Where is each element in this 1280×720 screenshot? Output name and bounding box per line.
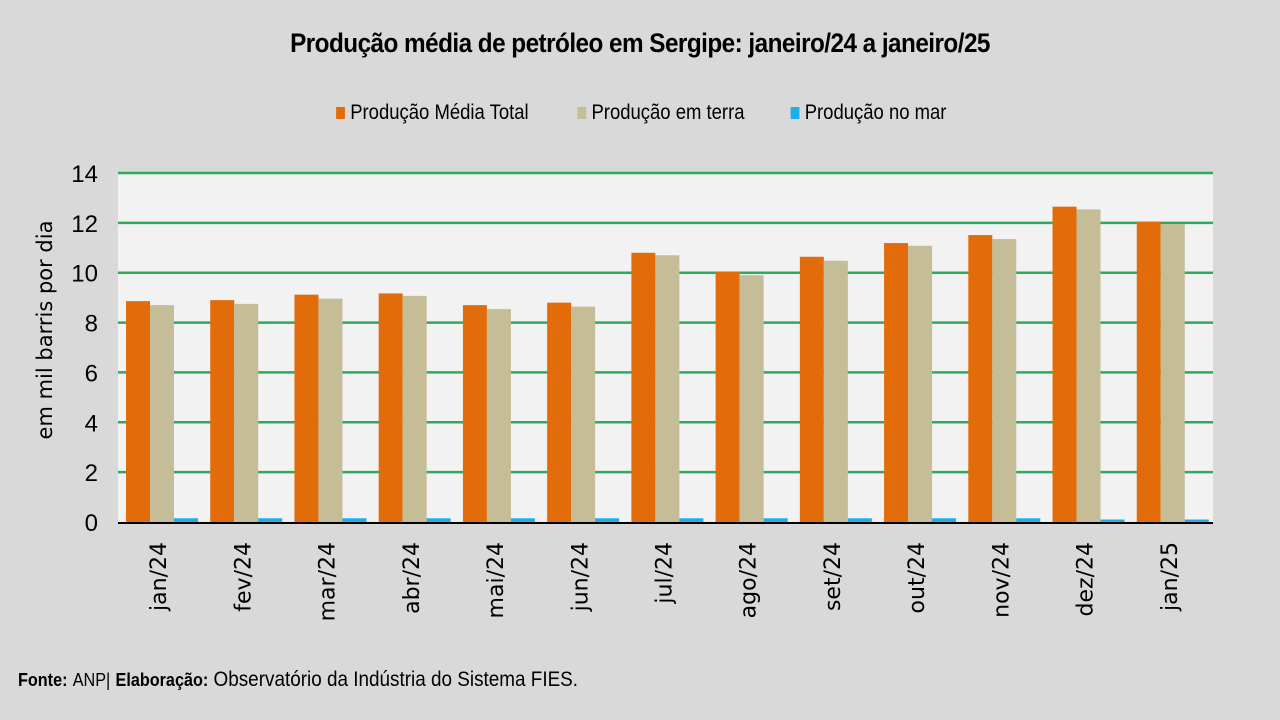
bar-mar xyxy=(258,518,283,522)
x-tick-label: jan/25 xyxy=(1158,542,1183,612)
bar-terra xyxy=(908,245,933,522)
y-tick-label: 12 xyxy=(71,211,98,238)
y-tick-label: 0 xyxy=(85,510,98,537)
bar-terra xyxy=(823,260,848,522)
legend-swatch-terra xyxy=(577,107,587,119)
bar-mar xyxy=(1184,519,1209,522)
source-value: ANP| xyxy=(72,670,111,690)
credit-label: Elaboração: xyxy=(115,670,209,690)
bar-mar xyxy=(847,518,872,522)
bar-mar xyxy=(763,518,788,522)
x-tick-label: jan/24 xyxy=(147,542,172,612)
bar-mar xyxy=(174,518,198,522)
bar-total xyxy=(210,300,235,522)
bar-mar xyxy=(932,518,957,522)
legend-label-terra: Produção em terra xyxy=(591,101,745,124)
credit-value: Observatório da Indústria do Sistema FIE… xyxy=(213,668,579,691)
x-tick-label: set/24 xyxy=(821,542,846,611)
bar-total xyxy=(715,271,740,522)
bar-total xyxy=(799,256,824,522)
bar-terra xyxy=(318,298,343,522)
bar-mar xyxy=(510,518,535,522)
legend-swatch-mar xyxy=(790,107,800,119)
y-tick-label: 4 xyxy=(85,410,98,437)
chart-title: Produção média de petróleo em Sergipe: j… xyxy=(290,28,990,58)
x-tick-label: jun/24 xyxy=(568,542,593,612)
y-tick-label: 8 xyxy=(85,311,98,338)
bars xyxy=(126,206,1209,522)
legend-label-mar: Produção no mar xyxy=(804,101,947,124)
legend-label-total: Produção Média Total xyxy=(350,101,529,124)
bar-total xyxy=(884,243,909,522)
bar-mar xyxy=(1016,518,1041,522)
bar-terra xyxy=(655,255,680,522)
y-tick-labels: 0 2 4 6 8 10 12 14 xyxy=(71,161,98,537)
y-tick-label: 2 xyxy=(85,460,98,487)
bar-terra xyxy=(150,305,174,522)
bar-total xyxy=(631,252,656,522)
footer: Fonte: ANP| Elaboração: Observatório da … xyxy=(18,668,578,692)
x-tick-labels: jan/24 fev/24 mar/24 abr/24 mai/24 jun/24 jul/… xyxy=(147,542,1183,621)
legend-item-terra: Produção em terra xyxy=(577,101,744,125)
x-tick-label: mai/24 xyxy=(484,542,509,618)
x-tick-label: out/24 xyxy=(905,542,930,613)
legend: Produção Média Total Produção em terra P… xyxy=(0,101,1280,125)
legend-swatch-total xyxy=(336,107,346,119)
source-label: Fonte: xyxy=(18,670,68,690)
bar-terra xyxy=(402,295,427,522)
bar-total xyxy=(462,305,487,522)
bar-mar xyxy=(426,518,451,522)
bar-total xyxy=(1136,221,1161,522)
x-tick-label: mar/24 xyxy=(316,542,341,621)
bar-total xyxy=(968,235,993,522)
y-tick-label: 14 xyxy=(71,161,98,188)
bar-terra xyxy=(1076,209,1101,522)
bar-mar xyxy=(595,518,620,522)
legend-item-total: Produção Média Total xyxy=(336,101,529,125)
y-axis-label: em mil barris por dia xyxy=(33,221,57,440)
x-tick-label: abr/24 xyxy=(400,542,425,614)
bar-total xyxy=(378,293,403,522)
x-tick-label: ago/24 xyxy=(737,542,762,618)
bar-total xyxy=(1052,206,1077,522)
bar-total xyxy=(294,294,319,522)
bar-total xyxy=(126,301,150,522)
bar-total xyxy=(547,302,572,522)
bar-terra xyxy=(571,306,596,522)
bar-mar xyxy=(1100,519,1125,522)
bar-terra xyxy=(992,239,1017,522)
bar-mar xyxy=(679,518,704,522)
legend-item-mar: Produção no mar xyxy=(790,101,946,125)
x-tick-label: jul/24 xyxy=(653,542,678,605)
bar-terra xyxy=(739,275,764,522)
x-tick-label: dez/24 xyxy=(1074,542,1099,616)
bar-mar xyxy=(342,518,367,522)
bar-terra xyxy=(234,303,259,522)
y-tick-label: 6 xyxy=(85,360,98,387)
bar-terra xyxy=(1160,224,1185,522)
bar-terra xyxy=(486,309,511,522)
x-tick-label: nov/24 xyxy=(989,542,1014,618)
y-tick-label: 10 xyxy=(71,261,98,288)
x-tick-label: fev/24 xyxy=(231,542,256,612)
